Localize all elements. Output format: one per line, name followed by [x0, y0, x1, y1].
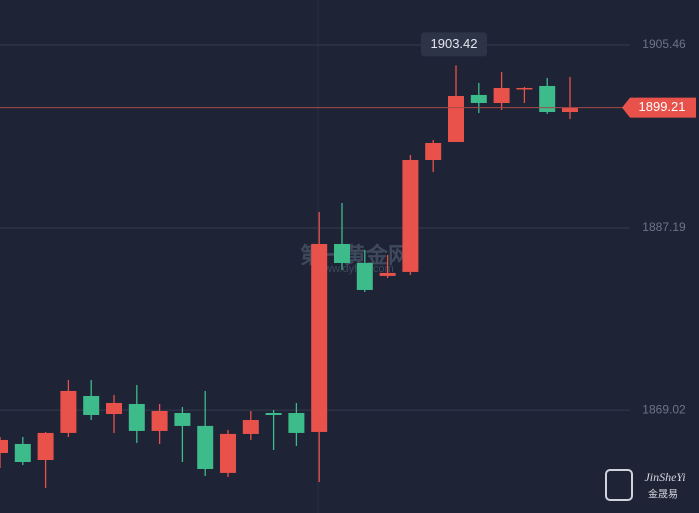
candle-body: [288, 413, 305, 433]
candle-body: [470, 94, 487, 104]
candle-body: [128, 403, 145, 431]
candle-body: [0, 439, 8, 453]
candle-body: [448, 95, 464, 142]
candle-body: [516, 87, 533, 90]
candle-body: [402, 160, 419, 272]
candle-body: [562, 107, 578, 113]
candle-body: [106, 402, 122, 415]
candle-body: [242, 420, 259, 434]
logo-icon: [605, 469, 633, 501]
candle-body: [37, 432, 54, 460]
candle-body: [425, 142, 442, 161]
candle-body: [197, 425, 214, 470]
max-label-box: [421, 32, 487, 57]
logo-text: JinSheYi: [644, 470, 685, 484]
watermark-url: www.dyhjw.com: [315, 263, 394, 275]
candle-body: [493, 87, 510, 104]
candle-body: [151, 411, 168, 431]
candle-body: [356, 263, 373, 290]
y-tick-label: 1869.02: [642, 402, 686, 416]
y-tick-label: 1905.46: [642, 37, 686, 51]
candle-body: [311, 243, 328, 432]
candle-body: [14, 443, 31, 463]
candle-body: [174, 413, 191, 426]
candle-body: [220, 433, 236, 473]
last-price-label: 1899.21: [639, 99, 686, 114]
candle-body: [379, 272, 396, 276]
candle-body: [60, 390, 77, 433]
candle-body: [83, 395, 100, 416]
candle-body: [334, 243, 350, 264]
candle-body: [539, 85, 556, 113]
last-price-box: [622, 97, 696, 118]
candle-body: [265, 413, 282, 416]
y-tick-label: 1887.19: [642, 220, 686, 234]
max-label: 1903.42: [431, 36, 478, 51]
logo-subtext: 金晟易: [648, 488, 678, 501]
